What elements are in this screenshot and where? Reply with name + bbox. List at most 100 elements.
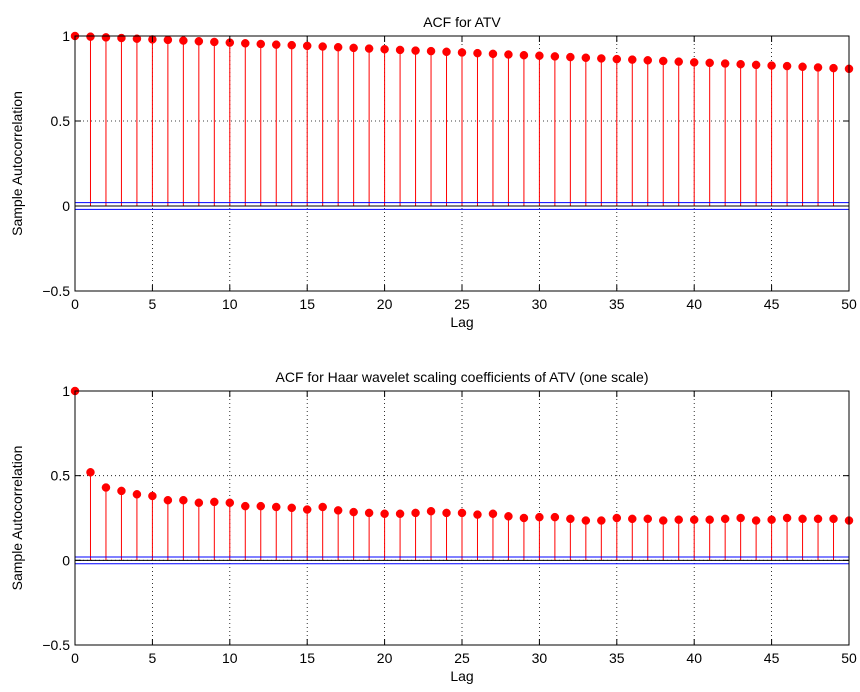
y-tick-label: −0.5 xyxy=(42,283,70,299)
x-tick-label: 50 xyxy=(841,296,857,312)
acf-point xyxy=(241,501,250,511)
acf-point xyxy=(349,43,358,53)
acf-point xyxy=(643,514,653,524)
x-tick-label: 45 xyxy=(764,296,780,312)
acf-point xyxy=(395,45,405,55)
acf-point xyxy=(504,512,513,521)
x-tick-label: 35 xyxy=(609,296,625,312)
acf-point xyxy=(256,501,266,511)
y-tick-label: −0.5 xyxy=(42,637,70,653)
y-tick-label: 0 xyxy=(62,552,70,568)
acf-point xyxy=(163,35,173,45)
acf-point xyxy=(658,56,668,66)
acf-point xyxy=(705,58,714,68)
acf-point xyxy=(256,39,266,49)
x-tick-label: 0 xyxy=(71,296,79,312)
x-axis-label: Lag xyxy=(450,668,473,684)
acf-point xyxy=(225,498,235,508)
acf-point xyxy=(597,516,606,525)
acf-point xyxy=(674,57,683,66)
acf-point xyxy=(705,515,714,524)
acf-point xyxy=(519,513,529,523)
x-tick-label: 25 xyxy=(454,650,470,666)
acf-point xyxy=(179,495,188,505)
y-tick-label: 0.5 xyxy=(51,113,71,129)
acf-point xyxy=(674,515,683,524)
x-tick-label: 10 xyxy=(222,650,238,666)
acf-point xyxy=(271,40,281,49)
acf-point xyxy=(271,502,281,512)
x-tick-label: 40 xyxy=(686,296,702,312)
acf-point xyxy=(442,508,451,518)
acf-point xyxy=(380,45,389,54)
acf-point xyxy=(767,61,776,70)
acf-point xyxy=(829,63,838,73)
acf-point xyxy=(163,495,173,505)
acf-point xyxy=(333,42,343,52)
acf-point xyxy=(519,50,529,60)
acf-point xyxy=(628,55,637,64)
x-axis-label: Lag xyxy=(450,314,473,330)
acf-point xyxy=(148,491,157,501)
acf-point xyxy=(132,490,142,499)
acf-point xyxy=(751,516,761,525)
y-axis-label: Sample Autocorrelation xyxy=(9,446,25,591)
acf-point xyxy=(628,514,637,524)
x-tick-label: 30 xyxy=(532,296,548,312)
acf-point xyxy=(736,59,745,69)
acf-point xyxy=(302,41,312,51)
x-tick-label: 5 xyxy=(149,650,157,666)
acf-point xyxy=(751,60,761,70)
x-tick-label: 20 xyxy=(377,296,393,312)
acf-point xyxy=(597,54,606,63)
y-tick-label: 0.5 xyxy=(51,468,71,484)
acf-point xyxy=(813,514,823,524)
acf-point xyxy=(442,47,451,57)
chart-title: ACF for Haar wavelet scaling coefficient… xyxy=(276,369,649,385)
x-tick-label: 45 xyxy=(764,650,780,666)
x-tick-label: 40 xyxy=(686,650,702,666)
acf-point xyxy=(813,63,823,72)
acf-point xyxy=(287,503,296,513)
acf-point xyxy=(473,510,482,519)
acf-point xyxy=(287,40,296,50)
acf-point xyxy=(720,514,730,524)
acf-point xyxy=(566,52,575,62)
acf-point xyxy=(179,36,188,45)
y-axis-label: Sample Autocorrelation xyxy=(9,91,25,236)
acf-point xyxy=(612,54,622,64)
acf-point xyxy=(380,509,389,519)
acf-point xyxy=(566,514,575,524)
acf-point xyxy=(658,516,668,525)
acf-point xyxy=(689,58,699,67)
acf-point xyxy=(411,508,420,518)
y-tick-label: 0 xyxy=(62,198,70,214)
acf-point xyxy=(643,56,653,65)
x-tick-label: 30 xyxy=(532,650,548,666)
acf-point xyxy=(550,52,560,61)
acf-point xyxy=(426,46,436,56)
x-tick-label: 15 xyxy=(299,296,315,312)
x-tick-label: 15 xyxy=(299,650,315,666)
acf-point xyxy=(302,505,312,514)
y-tick-label: 1 xyxy=(62,28,70,44)
acf-point xyxy=(689,515,699,524)
acf-point xyxy=(318,42,327,51)
acf-point xyxy=(798,514,807,524)
acf-point xyxy=(333,506,343,515)
x-tick-label: 0 xyxy=(71,650,79,666)
x-tick-label: 25 xyxy=(454,296,470,312)
acf-point xyxy=(488,49,498,59)
acf-point xyxy=(782,61,792,71)
x-tick-label: 35 xyxy=(609,650,625,666)
acf-point xyxy=(364,44,374,53)
acf-point xyxy=(581,53,591,63)
acf-point xyxy=(349,507,358,517)
acf-point xyxy=(241,39,250,48)
chart-title: ACF for ATV xyxy=(423,14,501,30)
x-tick-label: 5 xyxy=(149,296,157,312)
acf-point xyxy=(581,516,591,525)
acf-point xyxy=(411,46,420,55)
